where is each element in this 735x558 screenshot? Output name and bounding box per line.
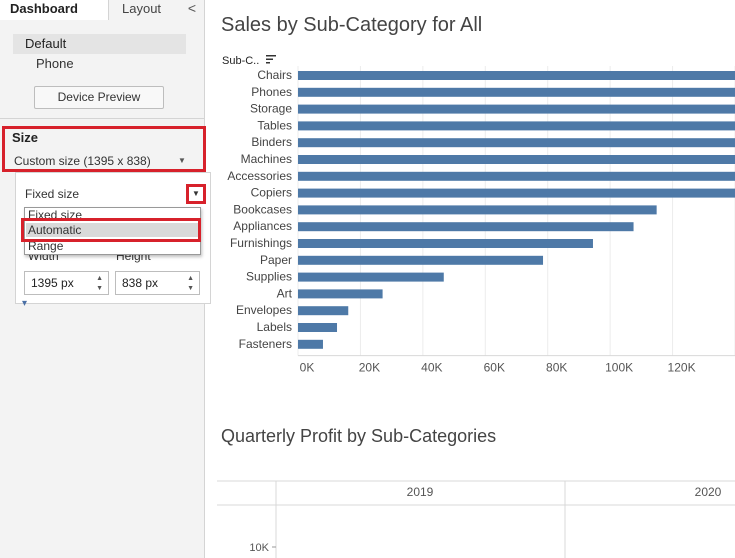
stepper-down-icon[interactable]: ▼ <box>96 285 103 292</box>
size-dropdown[interactable]: Custom size (1395 x 838) <box>14 154 151 168</box>
category-label: Fasteners <box>239 337 292 351</box>
category-label: Supplies <box>246 270 292 284</box>
device-phone-item[interactable]: Phone <box>36 56 74 71</box>
bar <box>298 323 338 332</box>
category-label: Bookcases <box>233 202 292 216</box>
category-label: Copiers <box>251 186 292 200</box>
bar <box>298 306 349 316</box>
bar <box>298 71 735 80</box>
divider <box>0 118 205 119</box>
partial-icon: ▾ <box>22 298 28 309</box>
profit-chart: 2019 2020 10K <box>217 463 735 558</box>
bar <box>298 222 634 232</box>
size-mode-dropdown-list: Fixed size Automatic Range <box>24 207 201 255</box>
x-tick-label: 40K <box>421 361 442 375</box>
size-highlight-box <box>2 126 206 172</box>
bar <box>298 339 323 349</box>
stepper-down-icon[interactable]: ▼ <box>187 285 194 292</box>
category-label: Art <box>277 286 293 300</box>
bar <box>298 171 735 181</box>
chevron-down-icon[interactable]: ▼ <box>178 156 186 165</box>
bar <box>298 121 735 131</box>
option-range[interactable]: Range <box>28 239 64 253</box>
x-tick-label: 100K <box>605 361 633 375</box>
category-label: Tables <box>257 118 292 132</box>
chevron-down-icon: ▼ <box>192 189 200 198</box>
device-default-item[interactable]: Default <box>13 34 186 54</box>
sort-icon[interactable] <box>266 54 276 65</box>
bar <box>298 155 735 164</box>
width-value: 1395 px <box>31 276 74 290</box>
x-tick-label: 20K <box>359 361 380 375</box>
x-tick-label: 120K <box>668 361 696 375</box>
bar <box>298 255 544 265</box>
bar <box>298 87 735 97</box>
tab-dashboard[interactable]: Dashboard <box>0 0 109 20</box>
bar <box>298 104 735 114</box>
category-label: Phones <box>251 85 292 99</box>
tab-layout[interactable]: Layout <box>122 1 162 16</box>
device-preview-button[interactable]: Device Preview <box>34 86 164 109</box>
bar <box>298 188 735 198</box>
category-label: Paper <box>260 253 292 267</box>
collapse-icon[interactable]: < <box>187 0 196 16</box>
bar <box>298 138 735 148</box>
category-label: Envelopes <box>236 303 292 317</box>
automatic-highlight-box <box>21 218 201 242</box>
sales-bar-chart: 0K20K40K60K80K100K120K1ChairsPhonesStora… <box>227 66 735 375</box>
bar <box>298 205 657 215</box>
size-mode-select[interactable]: Fixed size <box>25 187 80 201</box>
stepper-up-icon[interactable]: ▲ <box>96 275 103 282</box>
profit-chart-title: Quarterly Profit by Sub-Categories <box>221 426 497 446</box>
year-label: 2019 <box>407 485 434 499</box>
y-tick-label: 10K <box>249 542 269 554</box>
stepper-up-icon[interactable]: ▲ <box>187 275 194 282</box>
category-label: Chairs <box>257 68 292 82</box>
category-label: Storage <box>250 102 292 116</box>
size-mode-dropdown-button[interactable]: ▼ <box>186 184 206 204</box>
sales-chart-title: Sales by Sub-Category for All <box>221 14 483 36</box>
year-label: 2020 <box>695 485 722 499</box>
height-value: 838 px <box>122 276 159 290</box>
category-label: Labels <box>257 320 292 334</box>
category-label: Furnishings <box>230 236 292 250</box>
subcategory-header[interactable]: Sub-C.. <box>222 55 260 67</box>
x-tick-label: 80K <box>546 361 567 375</box>
category-label: Binders <box>251 135 292 149</box>
bar <box>298 239 593 248</box>
category-label: Machines <box>241 152 292 166</box>
x-tick-label: 60K <box>484 361 505 375</box>
bar <box>298 272 444 282</box>
category-label: Appliances <box>233 219 292 233</box>
width-stepper[interactable]: 1395 px ▲ ▼ <box>24 271 109 295</box>
x-tick-label: 0K <box>300 361 315 375</box>
height-stepper[interactable]: 838 px ▲ ▼ <box>115 271 200 295</box>
category-label: Accessories <box>227 169 292 183</box>
bar <box>298 289 383 299</box>
option-automatic[interactable]: Automatic <box>26 223 199 237</box>
size-section-title: Size <box>12 130 39 145</box>
